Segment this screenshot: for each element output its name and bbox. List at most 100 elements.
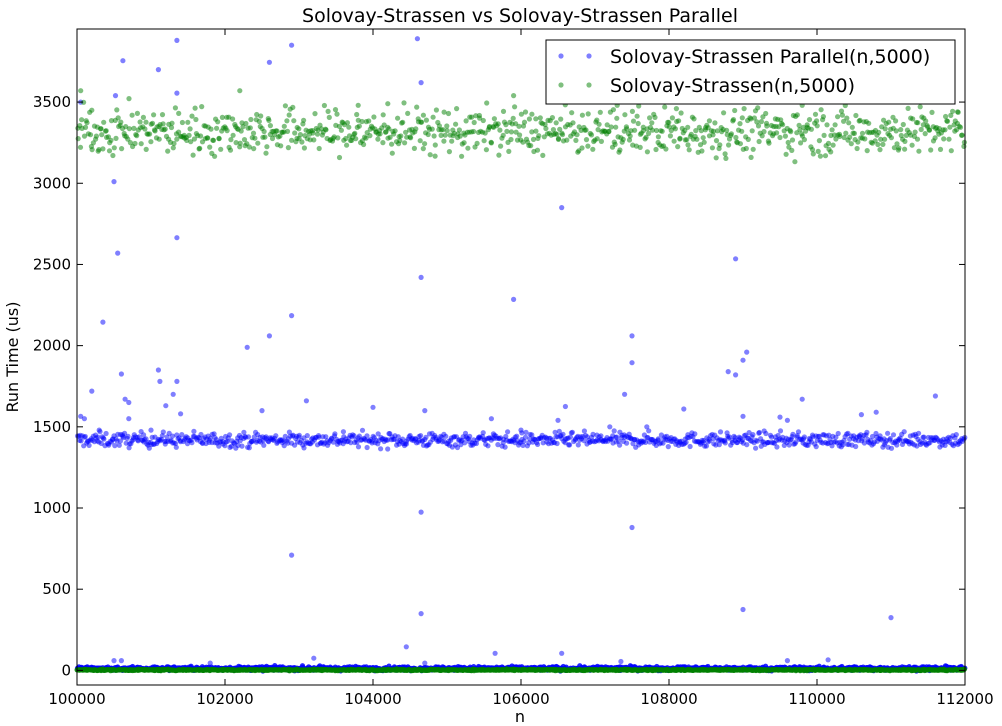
data-point bbox=[344, 142, 350, 148]
data-point bbox=[681, 406, 687, 412]
data-point bbox=[336, 154, 343, 161]
data-point bbox=[377, 131, 383, 137]
data-point bbox=[323, 127, 329, 133]
data-point bbox=[825, 657, 831, 663]
data-point bbox=[959, 132, 965, 138]
data-point bbox=[596, 121, 602, 127]
data-point bbox=[96, 147, 102, 153]
data-point bbox=[140, 114, 146, 120]
data-point bbox=[480, 117, 486, 124]
data-point bbox=[888, 135, 895, 141]
data-point bbox=[141, 432, 147, 438]
data-point bbox=[916, 430, 922, 436]
data-point bbox=[678, 110, 684, 116]
data-point bbox=[301, 117, 307, 123]
data-point bbox=[620, 136, 626, 142]
data-point bbox=[597, 109, 603, 115]
data-point bbox=[801, 137, 808, 143]
data-point bbox=[497, 127, 503, 133]
data-point bbox=[353, 136, 359, 142]
data-point bbox=[733, 134, 739, 141]
data-point bbox=[301, 145, 307, 151]
data-point bbox=[212, 153, 218, 159]
data-point bbox=[585, 143, 591, 149]
data-point bbox=[821, 132, 827, 138]
data-point bbox=[174, 378, 180, 384]
data-point bbox=[594, 117, 600, 123]
data-point bbox=[666, 119, 672, 125]
data-point bbox=[755, 105, 761, 111]
baseline-bands bbox=[74, 663, 968, 674]
data-point bbox=[137, 119, 143, 125]
data-point bbox=[259, 408, 265, 414]
data-point bbox=[946, 136, 952, 142]
data-point bbox=[744, 349, 750, 355]
data-point bbox=[733, 256, 739, 262]
data-point bbox=[359, 427, 366, 433]
data-point bbox=[348, 440, 354, 446]
data-point bbox=[521, 438, 527, 444]
data-point bbox=[806, 117, 813, 123]
data-point bbox=[238, 128, 244, 134]
data-point bbox=[835, 114, 841, 120]
data-point bbox=[872, 138, 878, 144]
data-point bbox=[230, 116, 236, 122]
data-point bbox=[554, 440, 560, 447]
data-point bbox=[854, 145, 860, 152]
data-point bbox=[367, 133, 373, 139]
data-point bbox=[496, 152, 502, 158]
data-point bbox=[766, 140, 772, 146]
data-point bbox=[82, 124, 89, 130]
data-point bbox=[728, 131, 735, 137]
data-point bbox=[526, 116, 533, 122]
data-point bbox=[449, 138, 455, 144]
data-point bbox=[937, 146, 944, 152]
data-point bbox=[301, 445, 307, 451]
data-point bbox=[709, 145, 716, 151]
data-point bbox=[815, 148, 821, 154]
data-point bbox=[184, 137, 190, 143]
data-point bbox=[774, 130, 780, 136]
data-point bbox=[932, 135, 938, 141]
data-point bbox=[429, 126, 435, 132]
data-point bbox=[557, 126, 563, 132]
data-point bbox=[185, 119, 191, 125]
data-point bbox=[116, 442, 122, 448]
data-point bbox=[115, 115, 121, 121]
data-point bbox=[698, 128, 704, 134]
data-point bbox=[375, 431, 381, 437]
data-point bbox=[723, 155, 729, 161]
data-point bbox=[629, 524, 635, 531]
data-point bbox=[215, 119, 221, 125]
data-point bbox=[363, 135, 369, 141]
data-point bbox=[739, 115, 745, 121]
data-point bbox=[777, 414, 783, 420]
data-point bbox=[143, 436, 149, 442]
data-point bbox=[617, 147, 623, 153]
data-point bbox=[888, 445, 895, 451]
data-point bbox=[214, 125, 220, 131]
data-point bbox=[395, 115, 401, 121]
data-point bbox=[929, 109, 935, 115]
data-point bbox=[560, 431, 566, 437]
data-point bbox=[826, 432, 832, 438]
data-point bbox=[627, 133, 633, 139]
data-point bbox=[737, 121, 743, 127]
data-point bbox=[418, 274, 424, 280]
data-point bbox=[118, 658, 124, 664]
data-point bbox=[947, 124, 953, 130]
data-point bbox=[255, 140, 261, 146]
data-point bbox=[790, 431, 796, 437]
data-point bbox=[160, 121, 166, 127]
data-point bbox=[733, 372, 739, 378]
data-point bbox=[403, 644, 409, 650]
data-point bbox=[855, 139, 861, 145]
data-point bbox=[758, 119, 765, 125]
data-point bbox=[273, 433, 279, 439]
data-point bbox=[534, 147, 541, 153]
data-point bbox=[173, 444, 179, 450]
data-point bbox=[672, 126, 679, 132]
data-point bbox=[303, 398, 309, 404]
data-point bbox=[157, 378, 163, 384]
data-point bbox=[853, 112, 859, 119]
